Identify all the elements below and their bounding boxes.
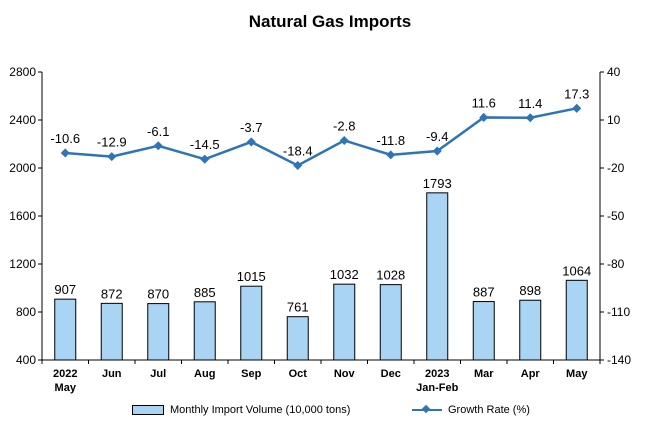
growth-rate-data-label: -10.6 [50,131,80,146]
x-axis-category-label: May [566,368,588,380]
growth-rate-data-label: -11.8 [376,133,405,148]
left-axis-tick-label: 1600 [9,209,36,223]
import-volume-bar [100,302,123,361]
growth-rate-marker [525,113,535,123]
legend-label-import-volume: Monthly Import Volume (10,000 tons) [170,404,351,416]
import-volume-data-label: 872 [101,286,123,301]
import-volume-bar [426,192,449,361]
x-axis-category-label: 2023 [425,368,449,380]
growth-rate-marker [246,137,256,147]
import-volume-data-label: 885 [194,285,216,300]
import-volume-data-label: 1793 [423,176,452,191]
x-axis-category-label: Aug [194,368,215,380]
growth-rate-data-label: -14.5 [190,137,220,152]
right-axis-tick-label: -140 [607,353,631,367]
import-volume-data-label: 898 [519,283,541,298]
import-volume-data-label: 761 [287,300,309,315]
chart-legend: Monthly Import Volume (10,000 tons) Grow… [0,404,660,428]
import-volume-data-label: 870 [147,287,169,302]
right-axis-tick-label: -50 [607,209,625,223]
growth-rate-data-label: -2.8 [333,118,355,133]
growth-rate-data-label: -6.1 [147,124,169,139]
growth-rate-marker [60,148,70,158]
right-axis-tick-label: 40 [607,65,621,79]
x-axis-category-label: Apr [521,368,541,380]
right-axis-tick-label: -110 [607,305,630,319]
right-axis-tick-label: 10 [607,113,621,127]
x-axis-category-label: Jan-Feb [416,382,458,394]
import-volume-data-label: 1028 [376,268,405,283]
import-volume-bar [193,301,216,361]
growth-rate-data-label: -12.9 [97,135,127,150]
left-axis-tick-label: 2800 [9,65,36,79]
legend-item-bars: Monthly Import Volume (10,000 tons) [132,404,350,416]
x-axis-category-label: Mar [474,368,494,380]
import-volume-data-label: 907 [54,282,76,297]
import-volume-bar [565,279,588,361]
import-volume-bar [286,316,309,361]
left-axis-tick-label: 2400 [9,113,36,127]
x-axis-category-label: May [55,382,77,394]
import-volume-bar [472,301,495,361]
left-axis-tick-label: 2000 [9,161,36,175]
growth-rate-data-label: -9.4 [426,129,448,144]
growth-rate-marker [386,150,396,160]
import-volume-data-label: 1064 [562,263,591,278]
import-volume-bar [147,303,170,361]
legend-line-swatch [412,405,442,415]
import-volume-data-label: 1015 [237,269,266,284]
import-volume-bar [379,284,402,361]
growth-rate-marker [200,154,210,164]
legend-bar-swatch [132,405,164,415]
chart-title: Natural Gas Imports [248,12,412,31]
x-axis-category-label: Jun [102,368,122,380]
x-axis-category-label: Oct [289,368,308,380]
growth-rate-data-label: -18.4 [283,143,313,158]
growth-rate-data-label: 11.6 [472,95,496,110]
growth-rate-data-label: -3.7 [240,120,262,135]
growth-rate-marker [153,141,163,151]
legend-label-growth-rate: Growth Rate (%) [448,404,530,416]
import-volume-data-label: 1032 [330,267,359,282]
left-axis-tick-label: 1200 [9,257,36,271]
left-axis-tick-label: 400 [16,353,36,367]
growth-rate-marker [107,152,117,162]
left-axis-tick-label: 800 [16,305,36,319]
right-axis-tick-label: -80 [607,257,625,271]
x-axis-category-label: Nov [334,368,356,380]
growth-rate-data-label: 11.4 [518,96,542,111]
x-axis-category-label: Sep [241,368,261,380]
import-volume-data-label: 887 [473,285,495,300]
x-axis-category-label: 2022 [53,368,77,380]
legend-item-line: Growth Rate (%) [412,404,530,416]
growth-rate-marker [293,160,303,170]
growth-rate-line [65,107,577,167]
import-volume-bar [54,298,77,361]
import-volume-bar [240,285,263,361]
x-axis-category-label: Dec [381,368,401,380]
right-axis-tick-label: -20 [607,161,625,175]
import-volume-bar [519,299,542,361]
growth-rate-marker [339,135,349,146]
x-axis-category-label: Jul [150,368,166,380]
import-volume-bar [333,283,356,361]
growth-rate-marker [572,103,582,113]
growth-rate-data-label: 17.3 [564,86,589,101]
